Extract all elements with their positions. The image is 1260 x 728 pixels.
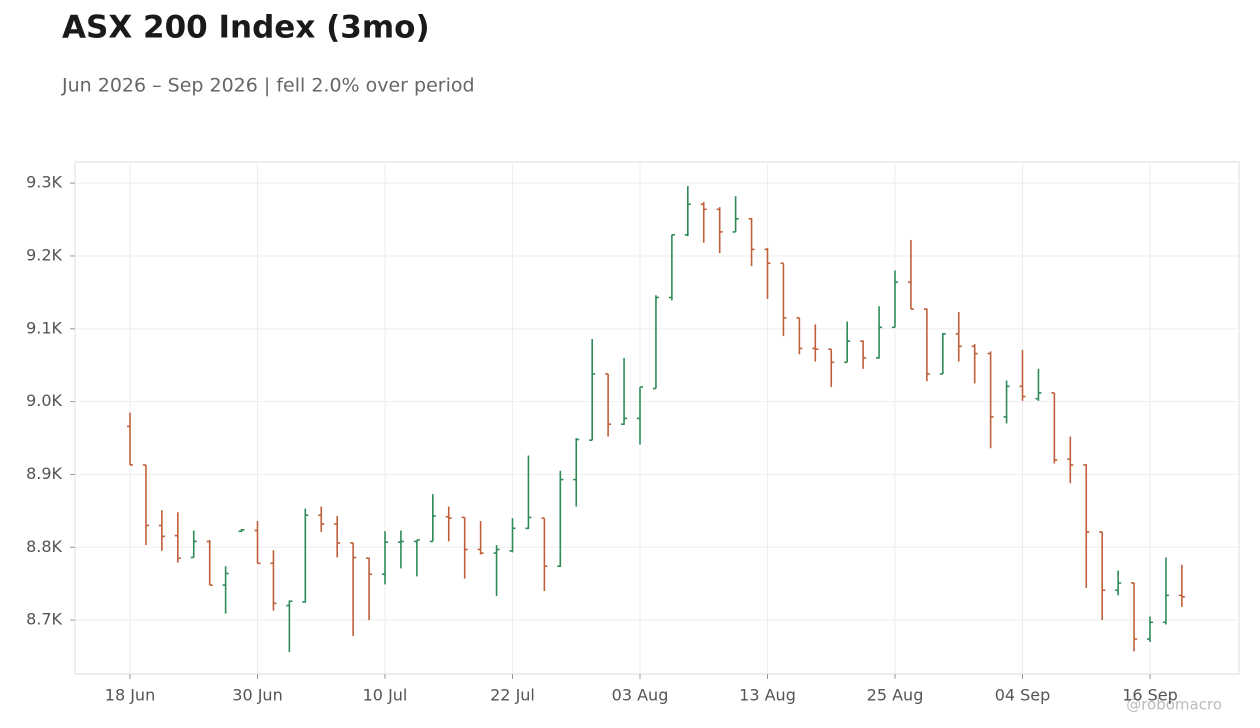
plot-frame bbox=[74, 161, 1240, 675]
y-tick-label: 9.2K bbox=[26, 245, 62, 264]
x-tick-label: 25 Aug bbox=[867, 686, 924, 705]
x-tick-label: 13 Aug bbox=[739, 686, 796, 705]
x-tick-label: 22 Jul bbox=[490, 686, 535, 705]
x-tick-label: 03 Aug bbox=[612, 686, 669, 705]
x-tick-label: 30 Jun bbox=[232, 686, 282, 705]
x-tick-label: 04 Sep bbox=[995, 686, 1051, 705]
chart-subtitle: Jun 2026 – Sep 2026 | fell 2.0% over per… bbox=[61, 75, 475, 97]
x-tick-label: 10 Jul bbox=[363, 686, 408, 705]
y-tick-label: 8.7K bbox=[26, 610, 62, 629]
x-tick-label: 16 Sep bbox=[1122, 686, 1178, 705]
watermark: @robomacro bbox=[1126, 696, 1222, 714]
y-tick-label: 8.8K bbox=[26, 537, 62, 556]
x-tick-label: 18 Jun bbox=[105, 686, 155, 705]
chart-title: ASX 200 Index (3mo) bbox=[62, 10, 430, 46]
y-tick-label: 9.1K bbox=[26, 318, 62, 337]
y-tick-label: 9.0K bbox=[26, 391, 62, 410]
y-tick-label: 8.9K bbox=[26, 464, 62, 483]
y-tick-label: 9.3K bbox=[26, 173, 62, 192]
